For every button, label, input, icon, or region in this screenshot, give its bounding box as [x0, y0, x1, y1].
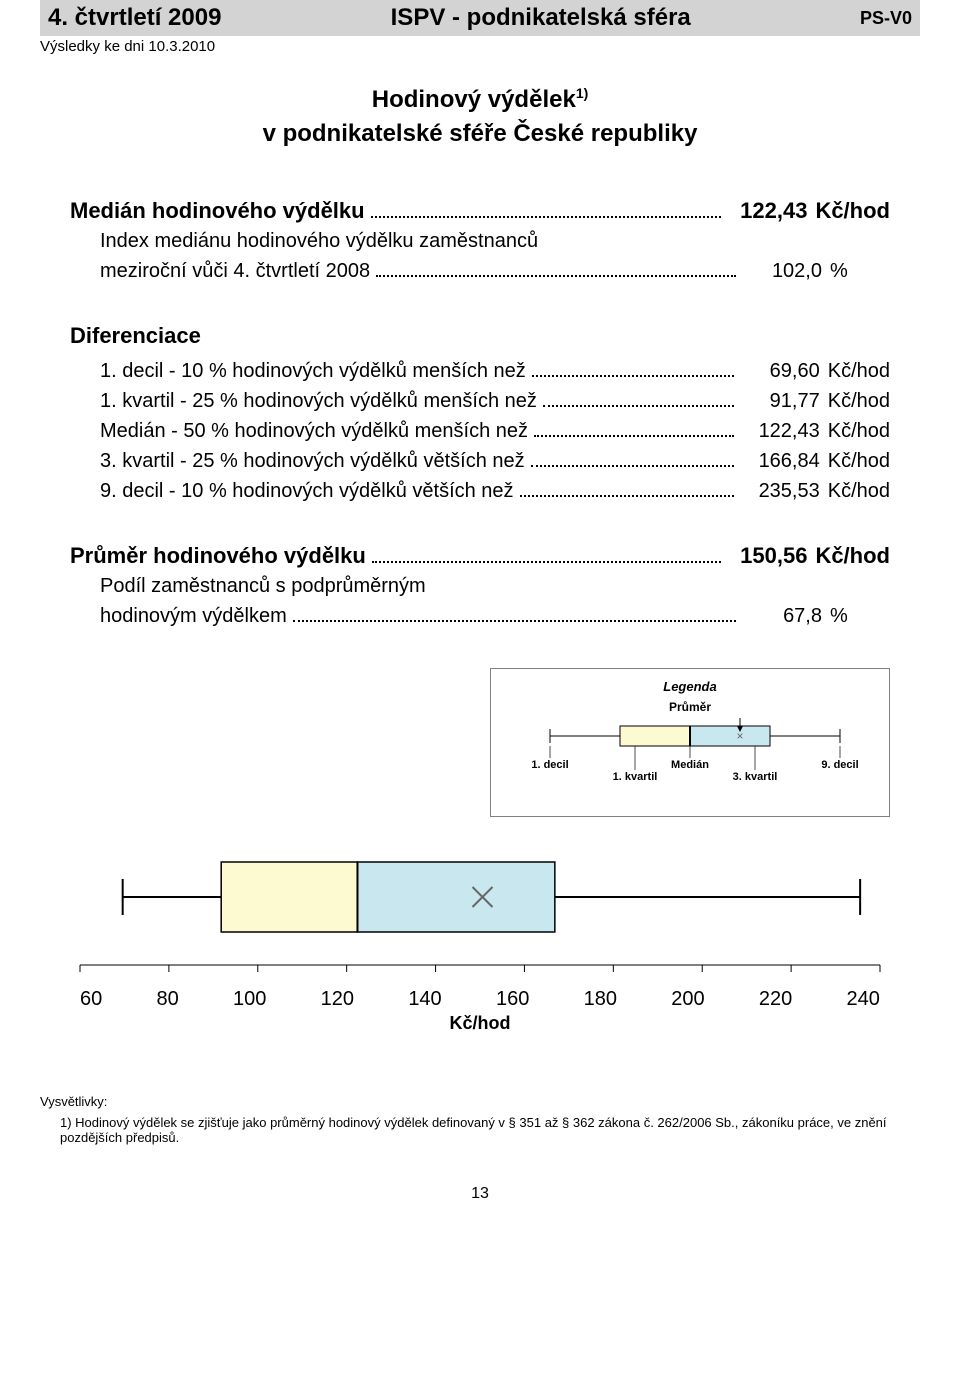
- axis-tick: 140: [408, 988, 441, 1011]
- diff-row: 1. decil - 10 % hodinových výdělků menší…: [70, 359, 890, 383]
- svg-text:9. decil: 9. decil: [821, 759, 858, 771]
- diff-row-unit: Kč/hod: [828, 480, 890, 503]
- dots: [371, 198, 722, 218]
- mean-section: Průměr hodinového výdělku 150,56 Kč/hod …: [70, 543, 890, 628]
- diff-row: Medián - 50 % hodinových výdělků menších…: [70, 419, 890, 443]
- diff-row-label: 9. decil - 10 % hodinových výdělků větší…: [100, 480, 514, 503]
- diff-row: 1. kvartil - 25 % hodinových výdělků men…: [70, 389, 890, 413]
- diff-row-value: 69,60: [740, 360, 820, 383]
- svg-text:3. kvartil: 3. kvartil: [733, 771, 778, 783]
- header-left: 4. čtvrtletí 2009: [48, 4, 221, 32]
- title-sup: 1): [576, 85, 588, 101]
- median-label: Medián hodinového výdělku: [70, 198, 365, 224]
- axis-tick: 200: [671, 988, 704, 1011]
- diff-row-label: 1. decil - 10 % hodinových výdělků menší…: [100, 360, 526, 383]
- median-index-value: 102,0: [742, 260, 822, 283]
- axis-tick: 80: [157, 988, 179, 1011]
- title-line2: v podnikatelské sféře České republiky: [263, 120, 698, 147]
- diff-row-label: Medián - 50 % hodinových výdělků menších…: [100, 420, 528, 443]
- diff-row-value: 235,53: [740, 480, 820, 503]
- boxplot-svg: [70, 837, 890, 977]
- dots: [532, 359, 734, 377]
- axis-tick: 180: [584, 988, 617, 1011]
- boxplot: 60 80 100 120 140 160 180 200 220 240 Kč/hod: [70, 837, 890, 1034]
- diff-row: 9. decil - 10 % hodinových výdělků větší…: [70, 479, 890, 503]
- median-line: Medián hodinového výdělku 122,43 Kč/hod: [70, 198, 890, 224]
- mean-value: 150,56: [727, 543, 807, 569]
- header-right: PS-V0: [860, 8, 912, 29]
- dots: [531, 449, 734, 467]
- title-line1: Hodinový výdělek: [372, 86, 576, 113]
- axis-tick: 240: [847, 988, 880, 1011]
- legend-title: Legenda: [507, 679, 873, 694]
- diff-row-label: 3. kvartil - 25 % hodinových výdělků vět…: [100, 450, 525, 473]
- diff-row-value: 122,43: [740, 420, 820, 443]
- diff-row-unit: Kč/hod: [828, 450, 890, 473]
- dots: [534, 419, 734, 437]
- diff-row: 3. kvartil - 25 % hodinových výdělků vět…: [70, 449, 890, 473]
- diff-row-unit: Kč/hod: [828, 420, 890, 443]
- diff-row-unit: Kč/hod: [828, 360, 890, 383]
- median-sub1: Index mediánu hodinového výdělku zaměstn…: [70, 230, 890, 253]
- footnote-1: 1) Hodinový výdělek se zjišťuje jako prů…: [40, 1115, 920, 1145]
- header-band: 4. čtvrtletí 2009 ISPV - podnikatelská s…: [40, 0, 920, 36]
- header-center: ISPV - podnikatelská sféra: [391, 4, 691, 32]
- svg-text:1. kvartil: 1. kvartil: [613, 771, 658, 783]
- page-title: Hodinový výdělek1) v podnikatelské sféře…: [40, 83, 920, 150]
- diff-row-value: 91,77: [740, 390, 820, 413]
- mean-label: Průměr hodinového výdělku: [70, 543, 366, 569]
- median-value: 122,43: [727, 198, 807, 224]
- mean-line: Průměr hodinového výdělku 150,56 Kč/hod: [70, 543, 890, 569]
- diff-row-label: 1. kvartil - 25 % hodinových výdělků men…: [100, 390, 537, 413]
- diff-heading: Diferenciace: [70, 323, 890, 349]
- page-number: 13: [40, 1185, 920, 1203]
- median-section: Medián hodinového výdělku 122,43 Kč/hod …: [70, 198, 890, 283]
- legend-diagram: ×1. decil1. kvartilMedián3. kvartil9. de…: [510, 718, 870, 788]
- dots: [376, 259, 736, 277]
- axis-tick: 120: [321, 988, 354, 1011]
- mean-sub2: hodinovým výdělkem 67,8 %: [70, 604, 890, 628]
- diff-row-value: 166,84: [740, 450, 820, 473]
- results-date: Výsledky ke dni 10.3.2010: [40, 38, 920, 55]
- axis-tick-labels: 60 80 100 120 140 160 180 200 220 240: [70, 988, 890, 1011]
- footnotes-heading: Vysvětlivky:: [40, 1094, 920, 1109]
- diff-section: Diferenciace 1. decil - 10 % hodinových …: [70, 323, 890, 503]
- dots: [520, 479, 734, 497]
- axis-unit: Kč/hod: [70, 1013, 890, 1034]
- dots: [543, 389, 734, 407]
- footnotes: Vysvětlivky: 1) Hodinový výdělek se zjiš…: [40, 1094, 920, 1145]
- svg-text:1. decil: 1. decil: [531, 759, 568, 771]
- dots: [293, 604, 736, 622]
- mean-share-value: 67,8: [742, 605, 822, 628]
- axis-tick: 160: [496, 988, 529, 1011]
- median-index-unit: %: [830, 260, 890, 283]
- median-sub2: meziroční vůči 4. čtvrtletí 2008 102,0 %: [70, 259, 890, 283]
- mean-unit: Kč/hod: [815, 543, 890, 569]
- axis-tick: 220: [759, 988, 792, 1011]
- legend-prumer-label: Průměr: [507, 700, 873, 714]
- axis-tick: 100: [233, 988, 266, 1011]
- axis-tick: 60: [80, 988, 102, 1011]
- svg-text:Medián: Medián: [671, 759, 709, 771]
- dots: [372, 543, 722, 563]
- median-unit: Kč/hod: [815, 198, 890, 224]
- mean-share-unit: %: [830, 605, 890, 628]
- legend: Legenda Průměr ×1. decil1. kvartilMedián…: [490, 668, 890, 817]
- mean-sub1: Podíl zaměstnanců s podprůměrným: [70, 575, 890, 598]
- diff-row-unit: Kč/hod: [828, 390, 890, 413]
